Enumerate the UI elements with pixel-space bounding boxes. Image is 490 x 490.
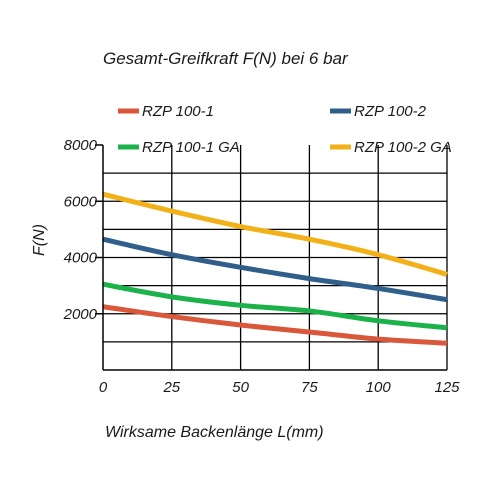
series-line-1 (102, 304, 448, 346)
x-tick-label: 25 (162, 379, 180, 396)
y-axis-label: F(N) (31, 224, 48, 256)
legend-label: RZP 100-2 GA (354, 139, 452, 156)
y-tick-label: 8000 (64, 137, 98, 154)
series-line-4 (102, 191, 448, 277)
x-tick-label: 125 (434, 379, 460, 396)
x-tick-labels: 0 25 50 75 100 125 (99, 379, 460, 396)
legend-label: RZP 100-1 GA (142, 139, 240, 156)
y-tick-labels: 2000 4000 6000 8000 (63, 137, 98, 323)
x-tick-label: 0 (99, 379, 108, 396)
legend-label: RZP 100-2 (354, 103, 427, 120)
chart-title: Gesamt-Greifkraft F(N) bei 6 bar (103, 49, 349, 68)
series-line-3 (102, 281, 448, 331)
x-axis-label: Wirksame Backenlänge L(mm) (105, 424, 324, 441)
x-tick-label: 75 (301, 379, 318, 396)
x-tick-label: 100 (366, 379, 392, 396)
axes (95, 144, 447, 371)
series-lines (102, 191, 448, 346)
y-tick-label: 2000 (63, 306, 98, 323)
series-line-2 (102, 236, 448, 303)
y-tick-label: 6000 (64, 193, 98, 210)
x-tick-label: 50 (232, 379, 249, 396)
legend-label: RZP 100-1 (142, 103, 214, 120)
y-tick-label: 4000 (64, 250, 98, 267)
legend: RZP 100-1 RZP 100-2 RZP 100-1 GA RZP 100-2 … (118, 103, 452, 156)
